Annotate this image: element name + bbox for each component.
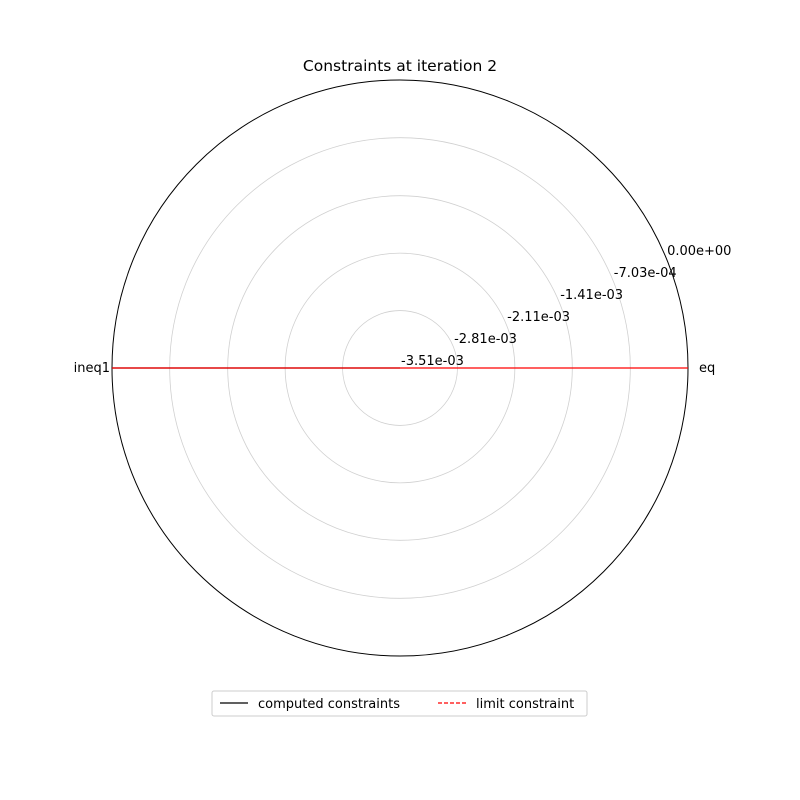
legend: computed constraints limit constraint <box>211 690 588 717</box>
radial-tick-label: 0.00e+00 <box>667 244 731 259</box>
radial-tick-label: -1.41e-03 <box>560 288 623 303</box>
category-label-eq: eq <box>699 361 715 376</box>
legend-box <box>211 690 588 717</box>
category-label-ineq1: ineq1 <box>74 361 110 376</box>
radial-tick-label: -3.51e-03 <box>401 354 464 369</box>
chart-title: Constraints at iteration 2 <box>303 57 497 75</box>
radial-tick-label: -2.81e-03 <box>454 332 517 347</box>
radial-tick-label: -2.11e-03 <box>507 310 570 325</box>
legend-label-limit: limit constraint <box>476 697 574 712</box>
radial-tick-label: -7.03e-04 <box>614 266 677 281</box>
radial-tick-labels: -3.51e-03 -2.81e-03 -2.11e-03 -1.41e-03 -7.0… <box>401 244 731 369</box>
legend-label-computed: computed constraints <box>258 697 400 712</box>
